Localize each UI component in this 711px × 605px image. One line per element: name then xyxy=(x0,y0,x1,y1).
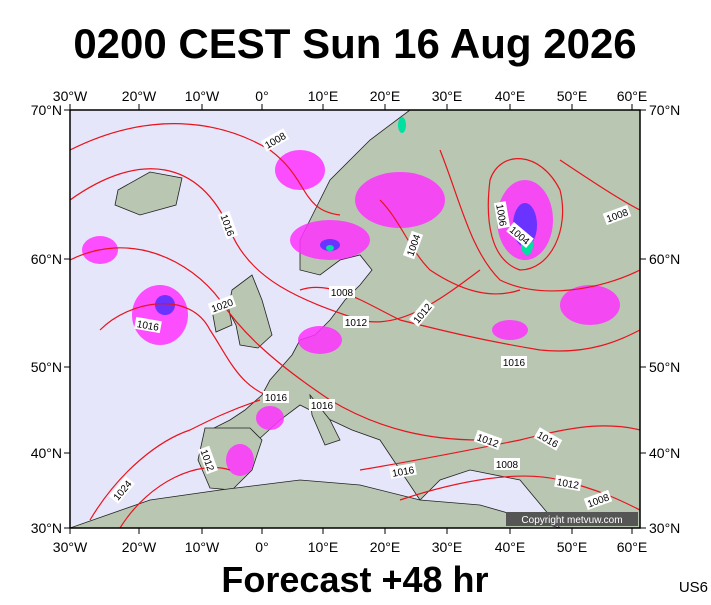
map-area xyxy=(70,110,640,528)
isobar-label-box xyxy=(260,128,290,152)
lon-label-bottom: 40°E xyxy=(495,539,526,555)
lon-label-top: 30°E xyxy=(432,88,463,104)
lat-label-right: 40°N xyxy=(649,445,680,461)
isobar-label: 1016 xyxy=(136,319,160,334)
isobar-label-box xyxy=(207,294,237,316)
isobar-label-box xyxy=(583,489,613,511)
isobar-label-group: 1016 xyxy=(389,462,417,480)
isobar-label: 1016 xyxy=(265,393,288,404)
isobar-label-box xyxy=(329,286,355,298)
lat-label-left: 40°N xyxy=(31,445,62,461)
isobar-label-box xyxy=(217,210,239,240)
isobar-label: 1016 xyxy=(391,465,415,480)
lon-label-top: 50°E xyxy=(557,88,588,104)
lon-label-bottom: 10°W xyxy=(185,539,220,555)
lon-label-bottom: 50°E xyxy=(557,539,588,555)
isobar-label-group: 1012 xyxy=(554,474,582,492)
lon-label-top: 60°E xyxy=(617,88,648,104)
lat-label-right: 50°N xyxy=(649,359,680,375)
isobar-label-box xyxy=(409,299,435,327)
isobar-label-box xyxy=(134,316,162,334)
lon-label-bottom: 60°E xyxy=(617,539,648,555)
isobar-label: 1016 xyxy=(311,401,334,412)
map-frame xyxy=(69,109,641,529)
lat-label-left: 30°N xyxy=(31,520,62,536)
isobar-label: 1012 xyxy=(345,318,368,329)
isobar-label-box xyxy=(197,445,219,475)
lat-label-left: 50°N xyxy=(31,359,62,375)
lon-label-top: 40°E xyxy=(495,88,526,104)
isobar-label-box xyxy=(493,201,511,229)
lon-label-bottom: 30°W xyxy=(53,539,88,555)
lon-label-bottom: 20°W xyxy=(122,539,157,555)
isobar-label-box xyxy=(473,429,503,451)
forecast-label: Forecast +48 hr xyxy=(221,559,488,600)
isobar-label-group: 1016 xyxy=(501,356,527,369)
lon-label-bottom: 10°E xyxy=(308,539,339,555)
isobar-label: 1008 xyxy=(496,460,519,471)
lat-label-right: 70°N xyxy=(649,102,680,118)
isobar-label-group: 1008 xyxy=(329,286,355,299)
lon-label-bottom: 30°E xyxy=(432,539,463,555)
isobar-label: 1016 xyxy=(503,358,526,369)
isobar-label-group: 1006 xyxy=(493,201,511,229)
isobar-label: 1008 xyxy=(331,288,354,299)
isobar-label-box xyxy=(554,474,582,492)
isobar-label-box xyxy=(343,316,369,328)
isobar-label-group: 1008 xyxy=(494,458,520,471)
isobar-label-box xyxy=(109,476,135,504)
lat-label-right: 30°N xyxy=(649,520,680,536)
isobar-label-box xyxy=(263,391,289,403)
model-code: US6 xyxy=(679,579,708,596)
lat-label-right: 60°N xyxy=(649,251,680,267)
isobar-label: 1006 xyxy=(493,203,508,227)
lon-label-top: 10°W xyxy=(185,88,220,104)
isobar-label-box xyxy=(402,230,424,260)
isobar-label-group: 1012 xyxy=(343,316,369,329)
copyright: Copyright metvuw.com xyxy=(521,515,622,526)
lon-label-bottom: 0° xyxy=(255,539,268,555)
isobar-label-box xyxy=(506,222,534,248)
isobar-label-group: 1016 xyxy=(309,399,335,412)
isobar-label-box xyxy=(533,427,563,451)
lon-label-top: 20°E xyxy=(370,88,401,104)
lat-label-left: 60°N xyxy=(31,251,62,267)
isobar-label-group: 1016 xyxy=(263,391,289,404)
lon-label-bottom: 20°E xyxy=(370,539,401,555)
isobar-label-group: 1016 xyxy=(134,316,162,334)
isobar-label-box xyxy=(602,204,632,226)
lon-label-top: 10°E xyxy=(308,88,339,104)
copyright-box xyxy=(506,512,638,526)
lon-label-top: 20°W xyxy=(122,88,157,104)
lon-label-top: 0° xyxy=(255,88,268,104)
isobar-label-box xyxy=(494,458,520,470)
isobar-label-box xyxy=(309,399,335,411)
lon-label-top: 30°W xyxy=(53,88,88,104)
isobar-label-box xyxy=(389,462,417,480)
isobar-label: 1012 xyxy=(556,477,580,492)
lat-label-left: 70°N xyxy=(31,102,62,118)
isobar-label-box xyxy=(501,356,527,368)
title: 0200 CEST Sun 16 Aug 2026 xyxy=(73,20,636,67)
